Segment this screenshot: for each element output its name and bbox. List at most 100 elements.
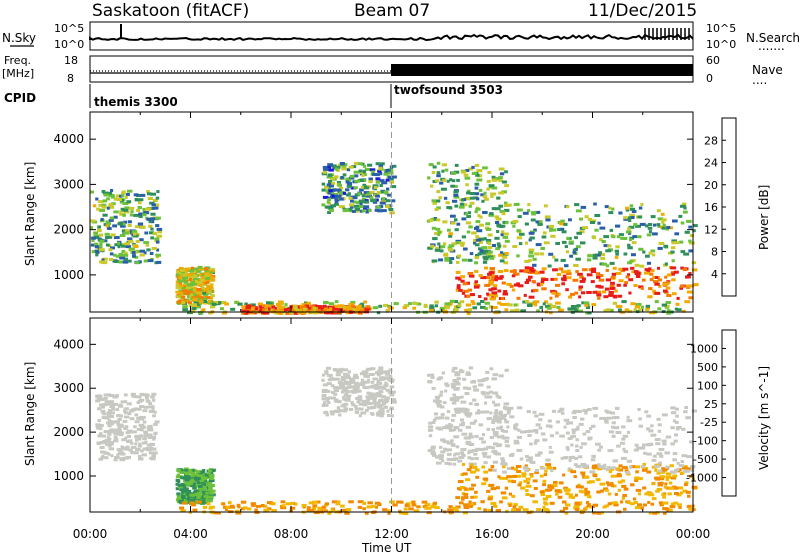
velocity-cell — [672, 501, 679, 505]
velocity-cell — [584, 411, 588, 415]
power-cell — [577, 272, 583, 276]
power-cell — [181, 289, 188, 293]
power-cell — [355, 305, 360, 309]
velocity-cell — [621, 496, 625, 500]
power-cell — [135, 239, 140, 243]
power-cell — [108, 235, 113, 239]
velocity-cell — [210, 484, 215, 487]
power-cell — [250, 307, 255, 311]
power-cell — [540, 247, 545, 250]
velocity-cell — [111, 407, 116, 411]
power-cell — [125, 193, 130, 196]
power-cell — [124, 251, 128, 255]
power-cell — [346, 168, 351, 172]
velocity-cell — [539, 474, 544, 478]
power-cell — [306, 309, 310, 313]
velocity-cell — [382, 400, 388, 404]
power-cell — [627, 246, 633, 250]
velocity-cell — [648, 429, 654, 433]
power-cell — [456, 260, 460, 264]
velocity-cell — [501, 496, 508, 500]
power-cell — [458, 277, 462, 281]
velocity-cell — [510, 466, 515, 470]
velocity-cell — [144, 434, 149, 438]
power-cell — [329, 307, 333, 311]
power-cell — [434, 179, 440, 183]
velocity-cell — [670, 406, 676, 410]
power-cell — [524, 299, 530, 303]
power-cell — [631, 210, 637, 213]
velocity-cell — [493, 415, 499, 419]
velocity-cell — [335, 502, 341, 506]
power-cell — [175, 283, 180, 287]
velocity-cell — [321, 505, 327, 509]
velocity-cell — [371, 504, 376, 508]
power-cell — [542, 231, 547, 235]
power-cell — [321, 188, 326, 192]
velocity-cell — [508, 504, 512, 507]
power-cell — [362, 179, 367, 183]
power-cell — [362, 173, 367, 177]
velocity-cell — [175, 475, 181, 479]
velocity-region-0 — [95, 392, 160, 462]
power-cell — [517, 215, 522, 219]
power-cell — [147, 259, 154, 263]
power-cell — [474, 192, 480, 196]
velocity-cell — [133, 425, 137, 429]
power-cell — [261, 308, 266, 312]
power-cell — [242, 306, 246, 310]
power-cell — [208, 300, 212, 304]
velocity-cell — [555, 492, 559, 496]
power-cell — [646, 261, 651, 265]
power-cell — [99, 208, 105, 212]
power-cell — [670, 250, 675, 254]
power-cell — [565, 250, 570, 254]
velocity-cell — [109, 422, 114, 426]
velocity-cell — [113, 402, 119, 406]
velocity-cell — [685, 490, 691, 494]
velocity-cell — [321, 403, 327, 407]
power-cell — [599, 226, 606, 230]
power-cell — [103, 193, 109, 197]
power-cell — [500, 230, 505, 234]
power-cell — [568, 295, 573, 299]
velocity-cell — [646, 427, 651, 431]
power-cell — [209, 284, 214, 288]
power-cell — [381, 209, 387, 213]
velocity-cell — [676, 468, 680, 471]
velocity-cell — [467, 456, 472, 460]
power-cell — [661, 218, 667, 222]
power-cell — [616, 305, 623, 308]
power-cell — [149, 201, 155, 205]
velocity-cell — [201, 479, 208, 483]
power-cell — [530, 218, 536, 222]
power-cell — [388, 168, 394, 172]
velocity-cell — [673, 439, 678, 443]
velocity-cell — [497, 443, 502, 447]
velocity-cell — [562, 473, 566, 477]
power-cell — [343, 309, 347, 313]
power-cell — [199, 278, 205, 282]
power-cell — [194, 280, 198, 283]
velocity-cell — [604, 417, 609, 420]
power-cell — [547, 303, 553, 307]
power-cell — [563, 222, 568, 226]
power-cell — [390, 185, 397, 189]
velocity-cell — [428, 425, 434, 429]
velocity-cell — [384, 372, 390, 376]
power-cell — [208, 273, 213, 277]
power-cell — [328, 184, 334, 188]
power-cell — [579, 279, 586, 283]
power-cell — [133, 213, 139, 217]
power-cell — [456, 284, 461, 288]
velocity-cell — [431, 453, 437, 457]
velocity-cell — [323, 411, 329, 415]
velocity-cell — [478, 423, 484, 427]
power-cell — [598, 274, 604, 277]
velocity-cell — [362, 385, 368, 389]
velocity-cell — [469, 450, 474, 454]
velocity-cell — [145, 396, 149, 400]
power-cell — [120, 224, 126, 228]
velocity-cell — [461, 453, 466, 457]
velocity-cell — [124, 411, 129, 415]
